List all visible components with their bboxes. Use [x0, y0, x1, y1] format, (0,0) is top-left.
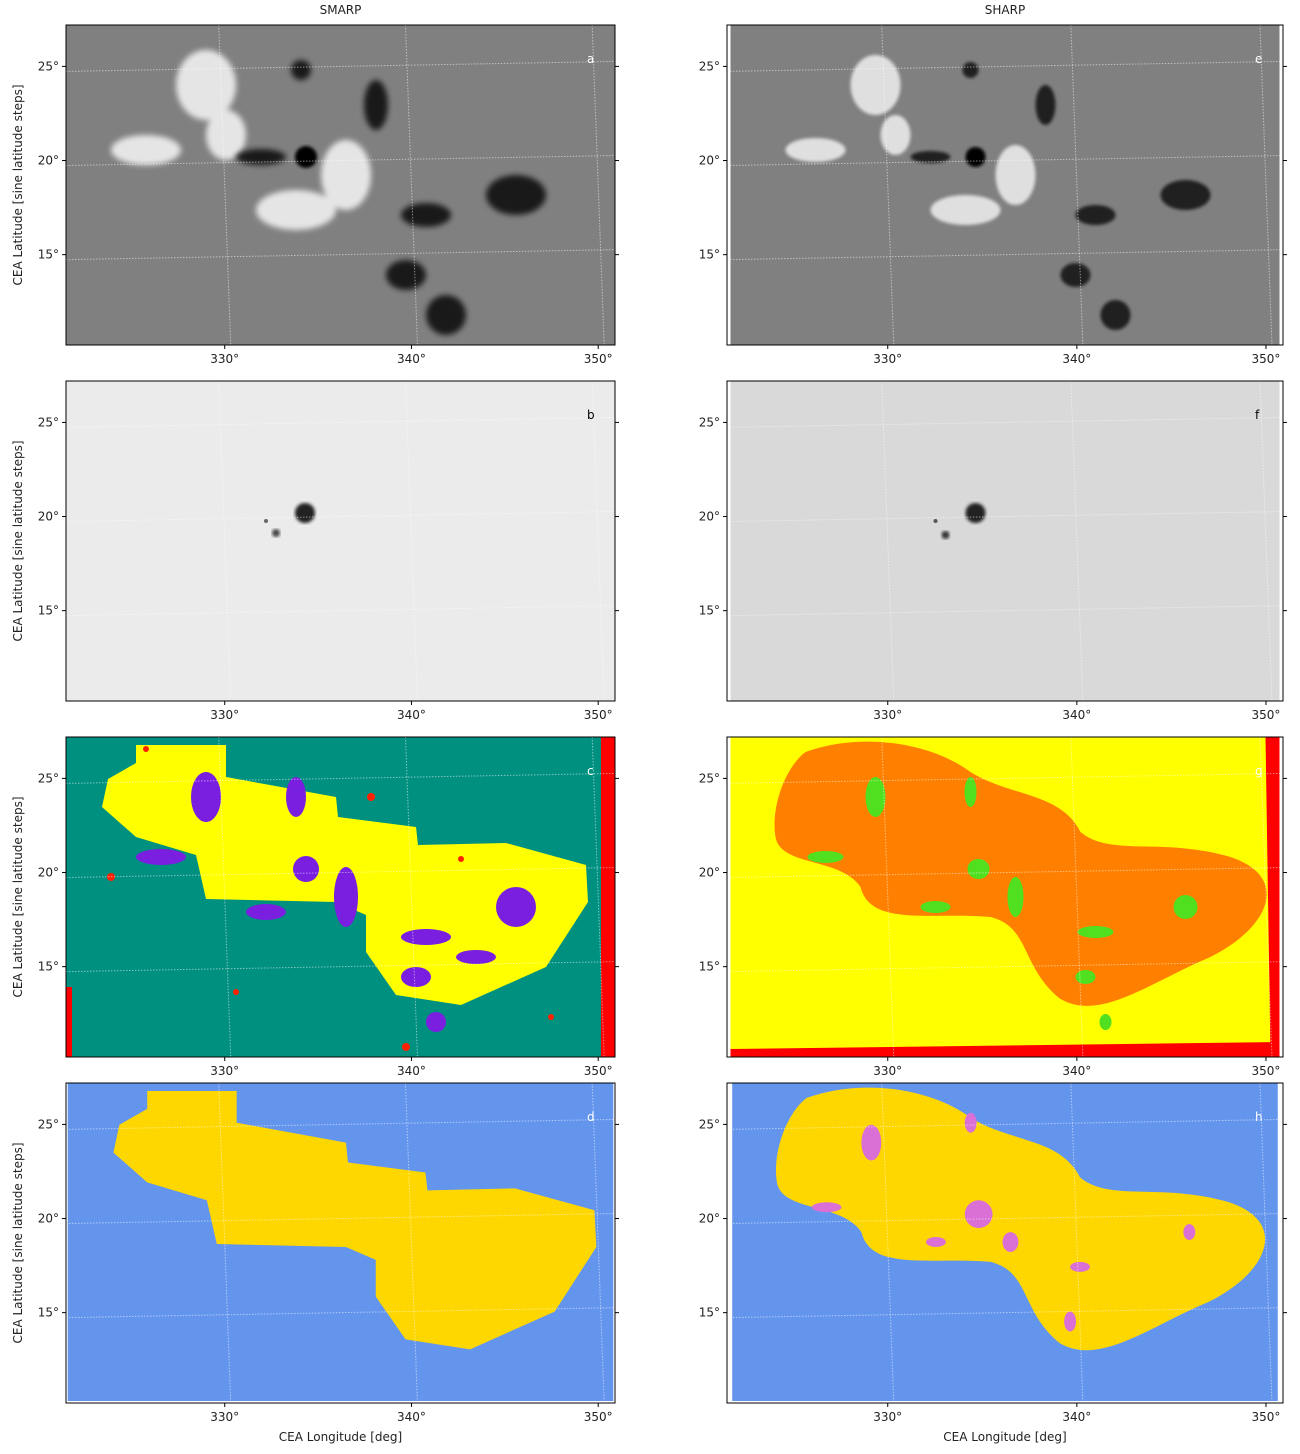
y-tick-label: 25° [38, 415, 59, 429]
y-tick-label: 20° [38, 510, 59, 524]
x-tick-label: 350° [1252, 1410, 1281, 1424]
x-tick-label: 340° [1062, 708, 1091, 722]
y-tick-label: 20° [699, 866, 720, 880]
y-tick-label: 15° [699, 604, 720, 618]
y-axis-label: CEA Latitude [sine latitude steps] [11, 1143, 25, 1344]
y-tick-label: 15° [38, 604, 59, 618]
image-g [731, 737, 1280, 1057]
image-b [66, 381, 615, 701]
panel-letter: c [587, 764, 594, 778]
y-tick-label: 20° [38, 866, 59, 880]
x-tick-label: 350° [584, 1064, 613, 1078]
x-tick-label: 340° [1062, 1410, 1091, 1424]
column-title: SHARP [985, 3, 1025, 17]
y-tick-label: 15° [38, 1306, 59, 1320]
panel-letter: e [1255, 52, 1262, 66]
x-tick-label: 340° [1062, 1064, 1091, 1078]
y-tick-label: 25° [699, 1117, 720, 1131]
y-tick-label: 25° [699, 415, 720, 429]
x-tick-label: 340° [397, 1410, 426, 1424]
column-title: SMARP [320, 3, 362, 17]
image-d [68, 1083, 614, 1401]
panel-letter: b [587, 408, 595, 422]
image-c [66, 737, 615, 1057]
x-tick-label: 330° [873, 1064, 902, 1078]
image-h [732, 1083, 1278, 1401]
y-tick-label: 15° [699, 960, 720, 974]
y-tick-label: 20° [699, 510, 720, 524]
y-tick-label: 25° [38, 59, 59, 73]
y-tick-label: 15° [38, 960, 59, 974]
x-tick-label: 330° [873, 1410, 902, 1424]
x-tick-label: 340° [397, 1064, 426, 1078]
y-tick-label: 25° [38, 1117, 59, 1131]
x-tick-label: 350° [584, 1410, 613, 1424]
panel-letter: d [587, 1110, 595, 1124]
x-tick-label: 340° [1062, 352, 1091, 366]
y-tick-label: 20° [699, 1212, 720, 1226]
x-tick-label: 330° [873, 708, 902, 722]
x-tick-label: 340° [397, 352, 426, 366]
y-tick-label: 15° [699, 1306, 720, 1320]
y-tick-label: 25° [699, 771, 720, 785]
y-tick-label: 20° [38, 154, 59, 168]
x-tick-label: 330° [210, 1064, 239, 1078]
x-axis-label: CEA Longitude [deg] [943, 1430, 1066, 1444]
x-tick-label: 330° [873, 352, 902, 366]
x-tick-label: 340° [397, 708, 426, 722]
image-f [731, 381, 1280, 701]
x-tick-label: 350° [1252, 1064, 1281, 1078]
y-tick-label: 20° [699, 154, 720, 168]
panel-letter: h [1255, 1110, 1263, 1124]
image-a [66, 25, 615, 345]
x-axis-label: CEA Longitude [deg] [279, 1430, 402, 1444]
y-tick-label: 25° [699, 59, 720, 73]
y-axis-label: CEA Latitude [sine latitude steps] [11, 441, 25, 642]
x-tick-label: 350° [584, 708, 613, 722]
x-tick-label: 350° [1252, 708, 1281, 722]
y-tick-label: 25° [38, 771, 59, 785]
figure: SMARP 330° 340° 350° 15° 20° 25° a CEA Latitude … [0, 0, 1300, 1450]
y-axis-label: CEA Latitude [sine latitude steps] [11, 797, 25, 998]
x-tick-label: 350° [584, 352, 613, 366]
image-e [731, 25, 1280, 345]
x-tick-label: 330° [210, 1410, 239, 1424]
x-tick-label: 330° [210, 352, 239, 366]
panel-letter: g [1255, 764, 1263, 778]
y-axis-label: CEA Latitude [sine latitude steps] [11, 85, 25, 286]
y-tick-label: 15° [699, 248, 720, 262]
y-tick-label: 15° [38, 248, 59, 262]
panel-letter: a [587, 52, 594, 66]
x-tick-label: 350° [1252, 352, 1281, 366]
y-tick-label: 20° [38, 1212, 59, 1226]
x-tick-label: 330° [210, 708, 239, 722]
